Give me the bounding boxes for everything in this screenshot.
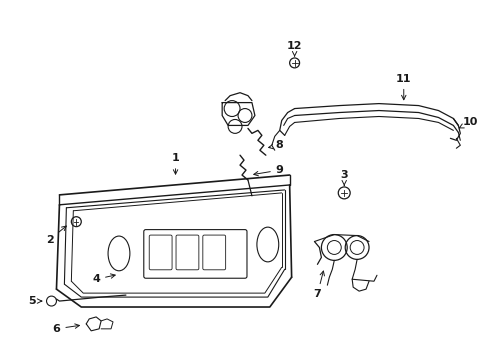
Text: 6: 6 [52,324,79,334]
Text: 7: 7 [313,271,324,299]
Text: 8: 8 [268,140,283,150]
Text: 3: 3 [340,170,347,186]
Text: 12: 12 [286,41,302,57]
Text: 10: 10 [458,117,477,128]
Text: 1: 1 [171,153,179,174]
Text: 9: 9 [253,165,283,176]
Text: 2: 2 [45,226,66,244]
Text: 4: 4 [92,274,115,284]
Text: 5: 5 [28,296,41,306]
Text: 11: 11 [395,74,411,100]
